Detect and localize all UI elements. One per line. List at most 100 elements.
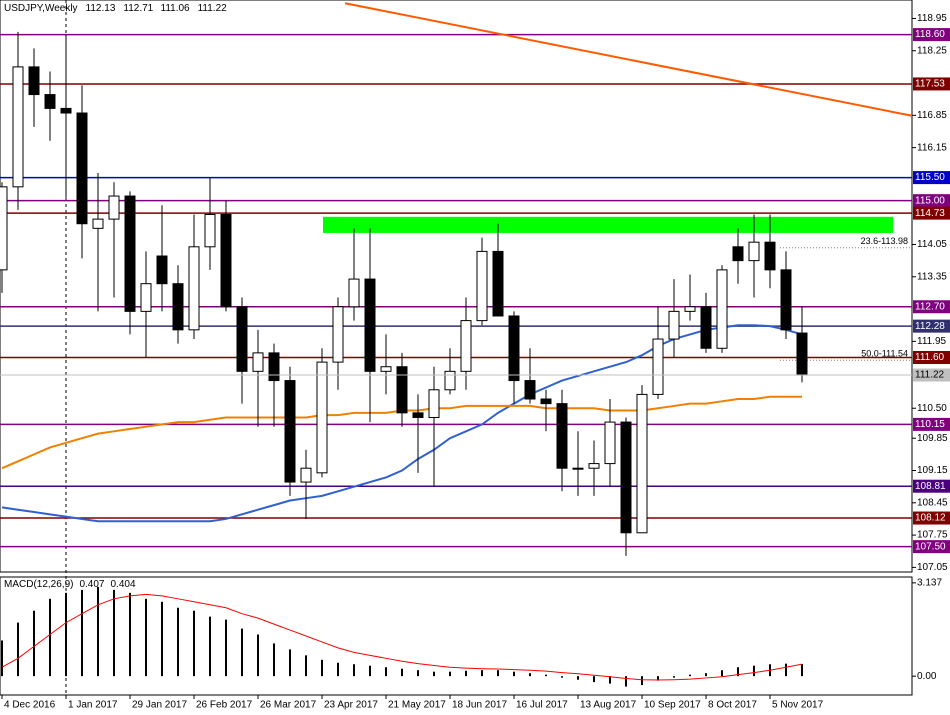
candle-body — [380, 366, 392, 372]
level-label: 118.60 — [915, 29, 945, 40]
y-tick-label: 109.85 — [917, 433, 948, 444]
candle-body — [364, 278, 376, 372]
level-label-bg — [913, 194, 950, 208]
main-frame — [0, 0, 913, 573]
candle-body — [588, 463, 600, 469]
candle-body — [620, 421, 632, 534]
x-tick-label: 21 May 2017 — [388, 700, 446, 711]
candle-body — [748, 241, 760, 262]
candle-body — [332, 306, 344, 363]
current-price-bg — [913, 368, 950, 382]
fibo-label: 50.0-111.54 — [861, 349, 908, 359]
candle-body — [732, 246, 744, 262]
header-close: 111.22 — [198, 3, 228, 14]
y-tick-label: 107.05 — [917, 562, 948, 573]
level-label: 115.00 — [915, 195, 945, 206]
candle-body — [412, 412, 424, 418]
macd-value: 0.407 — [79, 579, 104, 590]
candle-body — [636, 393, 648, 534]
current-price-label: 111.22 — [915, 370, 945, 381]
x-tick-label: 18 Jun 2017 — [452, 700, 507, 711]
candle-body — [28, 66, 40, 96]
level-label: 111.60 — [915, 352, 945, 363]
candle-body — [684, 306, 696, 312]
candle-body — [316, 361, 328, 474]
header-high: 112.71 — [123, 3, 153, 14]
candle-body — [476, 250, 488, 322]
level-label-bg — [913, 206, 950, 220]
candle-body — [92, 218, 104, 229]
candle-body — [604, 421, 616, 465]
level-label-bg — [913, 351, 950, 364]
candle-body — [460, 320, 472, 372]
level-label: 114.73 — [915, 208, 945, 219]
level-label: 110.15 — [915, 419, 945, 430]
candle-body — [300, 467, 312, 483]
level-label-bg — [913, 28, 950, 42]
candle-body — [252, 352, 264, 372]
macd-header: MACD(12,26,9) 0.407 0.404 — [4, 579, 136, 590]
candle-body — [780, 269, 792, 331]
level-label: 112.28 — [915, 321, 945, 332]
y-tick-label: 118.25 — [917, 45, 947, 56]
moving-average — [1, 324, 803, 523]
y-tick-label: 111.95 — [917, 336, 947, 347]
x-tick-label: 29 Jan 2017 — [132, 700, 187, 711]
candle-body — [796, 332, 808, 376]
trend-line — [344, 2, 913, 117]
candle-body — [0, 186, 8, 271]
candle-body — [76, 112, 88, 225]
level-label-bg — [913, 171, 950, 185]
y-tick-label: 118.95 — [917, 13, 947, 24]
resistance-zone — [323, 216, 893, 233]
level-label-bg — [913, 511, 950, 525]
candle-body — [236, 306, 248, 372]
candle-body — [572, 467, 584, 470]
candle-body — [204, 214, 216, 248]
candle-body — [492, 250, 504, 317]
candle-body — [60, 107, 72, 114]
candle-body — [668, 310, 680, 340]
level-label-bg — [913, 479, 950, 493]
candle-body — [764, 241, 776, 271]
level-label-bg — [913, 417, 950, 431]
level-label: 108.81 — [915, 481, 946, 492]
level-label: 107.50 — [915, 541, 946, 552]
level-label-bg — [913, 300, 950, 314]
y-tick-label: 116.85 — [917, 110, 947, 121]
candle-body — [716, 269, 728, 349]
candle-body — [124, 195, 136, 312]
y-tick-label: 107.75 — [917, 530, 948, 541]
candle-body — [700, 306, 712, 349]
level-label: 115.50 — [915, 172, 945, 183]
y-tick-label: 0.00 — [917, 671, 937, 682]
level-label-bg — [913, 319, 950, 333]
y-tick-label: 116.15 — [917, 142, 947, 153]
x-tick-label: 23 Apr 2017 — [324, 700, 378, 711]
symbol: USDJPY,Weekly — [4, 3, 78, 14]
y-tick-label: 114.05 — [917, 239, 947, 250]
candle-body — [172, 283, 184, 331]
macd-signal — [1, 593, 803, 681]
candle-body — [444, 370, 456, 391]
candle-body — [556, 403, 568, 469]
level-label: 112.70 — [915, 301, 945, 312]
level-label: 108.12 — [915, 513, 946, 524]
header-open: 112.13 — [86, 3, 116, 14]
macd-title: MACD(12,26,9) — [4, 579, 73, 590]
header: USDJPY,Weekly 112.13 112.71 111.06 111.22 — [4, 3, 227, 14]
macd-frame — [0, 576, 913, 696]
x-tick-label: 4 Dec 2016 — [4, 700, 56, 711]
x-tick-label: 26 Mar 2017 — [260, 700, 317, 711]
candle-body — [188, 246, 200, 331]
x-tick-label: 5 Nov 2017 — [772, 700, 824, 711]
header-low: 111.06 — [161, 3, 191, 14]
candle-body — [284, 380, 296, 483]
candle-body — [348, 278, 360, 308]
candle-body — [220, 214, 232, 308]
candle-body — [108, 195, 120, 220]
x-tick-label: 8 Oct 2017 — [708, 700, 757, 711]
y-tick-label: 113.35 — [917, 271, 947, 282]
x-tick-label: 26 Feb 2017 — [196, 700, 253, 711]
